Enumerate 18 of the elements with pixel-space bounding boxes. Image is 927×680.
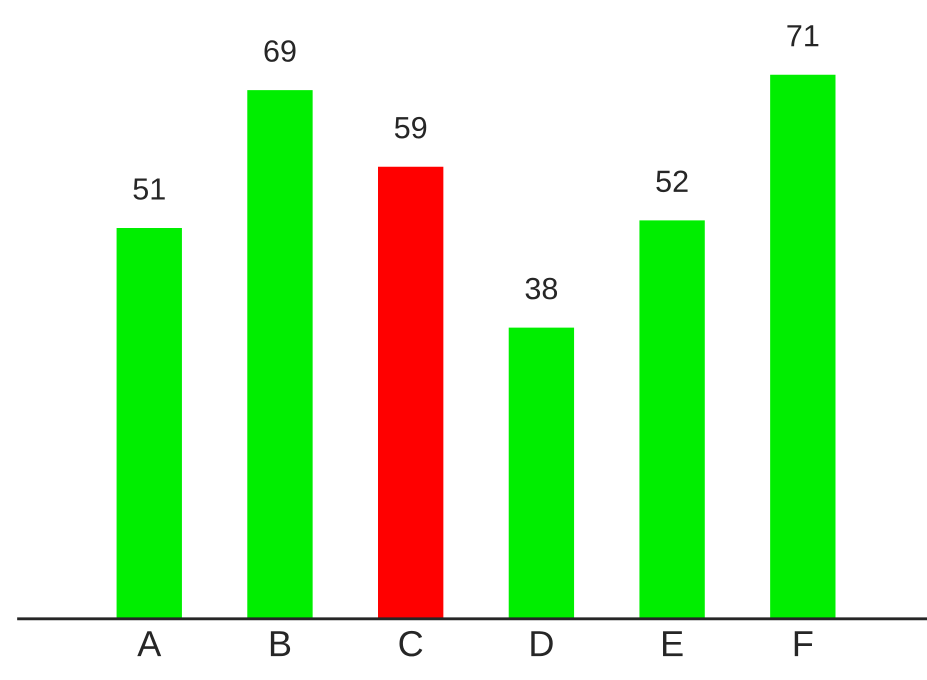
- bar: [378, 166, 444, 619]
- bar: [247, 90, 313, 619]
- data-label: 38: [526, 278, 558, 300]
- x-tick-label: E: [663, 631, 683, 656]
- bar: [508, 328, 574, 619]
- bar: [639, 220, 705, 619]
- x-tick-label: B: [270, 631, 290, 656]
- x-tick-label: C: [399, 630, 422, 656]
- data-label: 59: [394, 116, 426, 138]
- data-label: 69: [264, 40, 296, 62]
- bar: [116, 228, 182, 619]
- data-label: 52: [656, 170, 688, 192]
- x-tick-label: A: [137, 631, 162, 656]
- data-label: 51: [133, 178, 165, 200]
- x-tick-label: D: [531, 631, 553, 656]
- bar: [770, 74, 836, 619]
- data-label: 71: [787, 25, 818, 46]
- x-tick-label: F: [794, 631, 812, 656]
